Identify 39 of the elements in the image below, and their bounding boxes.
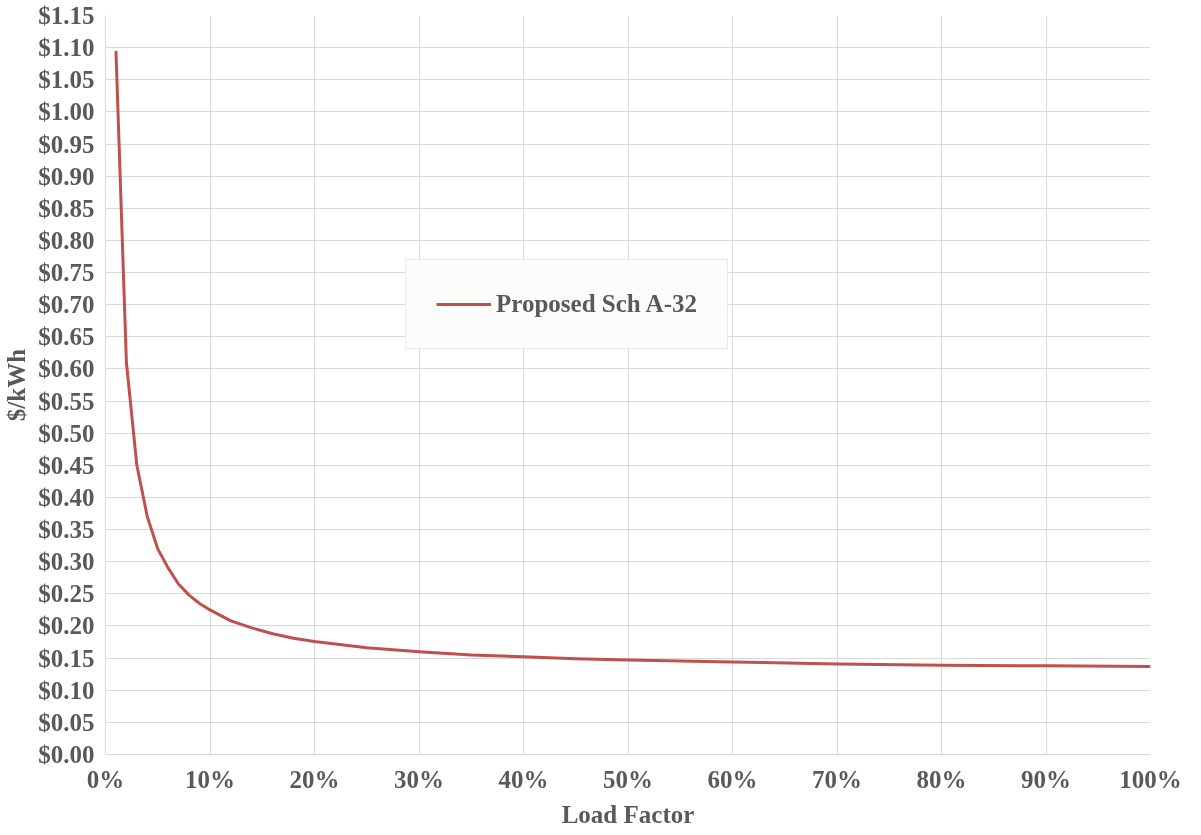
y-tick-label: $0.60 bbox=[38, 355, 95, 383]
y-tick-label: $0.10 bbox=[38, 676, 95, 704]
x-tick-label: 60% bbox=[707, 765, 758, 793]
legend-label: Proposed Sch A-32 bbox=[496, 290, 697, 318]
y-tick-label: $0.40 bbox=[38, 483, 95, 511]
y-tick-label: $0.65 bbox=[38, 323, 95, 351]
y-tick-label: $0.50 bbox=[38, 419, 95, 447]
y-axis-title: $/kWh bbox=[3, 348, 31, 422]
y-tick-label: $0.45 bbox=[38, 451, 95, 479]
y-tick-label: $1.05 bbox=[38, 66, 95, 94]
x-tick-label: 10% bbox=[185, 765, 235, 793]
y-tick-label: $0.90 bbox=[38, 162, 95, 190]
x-tick-label: 30% bbox=[394, 765, 444, 793]
y-tick-label: $0.30 bbox=[38, 548, 95, 576]
y-tick-label: $0.20 bbox=[38, 612, 95, 640]
y-tick-label: $0.15 bbox=[38, 644, 95, 672]
y-tick-label: $1.15 bbox=[38, 2, 95, 29]
y-tick-label: $0.95 bbox=[38, 130, 95, 158]
y-tick-label: $0.05 bbox=[38, 708, 95, 736]
y-tick-label: $0.55 bbox=[38, 387, 95, 415]
x-tick-label: 50% bbox=[603, 765, 653, 793]
y-tick-label: $0.75 bbox=[38, 259, 95, 287]
y-tick-label: $1.00 bbox=[38, 98, 95, 126]
x-axis-title: Load Factor bbox=[561, 800, 695, 828]
x-tick-label: 20% bbox=[289, 765, 340, 793]
y-tick-label: $0.00 bbox=[38, 741, 95, 768]
line-series bbox=[114, 49, 1151, 668]
x-tick-label: 40% bbox=[498, 765, 549, 793]
y-tick-label: $0.85 bbox=[38, 194, 95, 222]
y-tick-label: $0.80 bbox=[38, 226, 95, 254]
y-tick-label: $0.35 bbox=[38, 516, 95, 544]
y-tick-label: $0.70 bbox=[38, 291, 95, 319]
x-tick-label: 0% bbox=[86, 765, 125, 793]
y-tick-label: $1.10 bbox=[38, 34, 95, 62]
x-tick-label: 90% bbox=[1021, 765, 1071, 793]
x-tick-label: 70% bbox=[812, 765, 862, 793]
x-tick-label: 100% bbox=[1119, 765, 1182, 793]
x-tick-label: 80% bbox=[916, 765, 967, 793]
y-tick-label: $0.25 bbox=[38, 580, 95, 608]
